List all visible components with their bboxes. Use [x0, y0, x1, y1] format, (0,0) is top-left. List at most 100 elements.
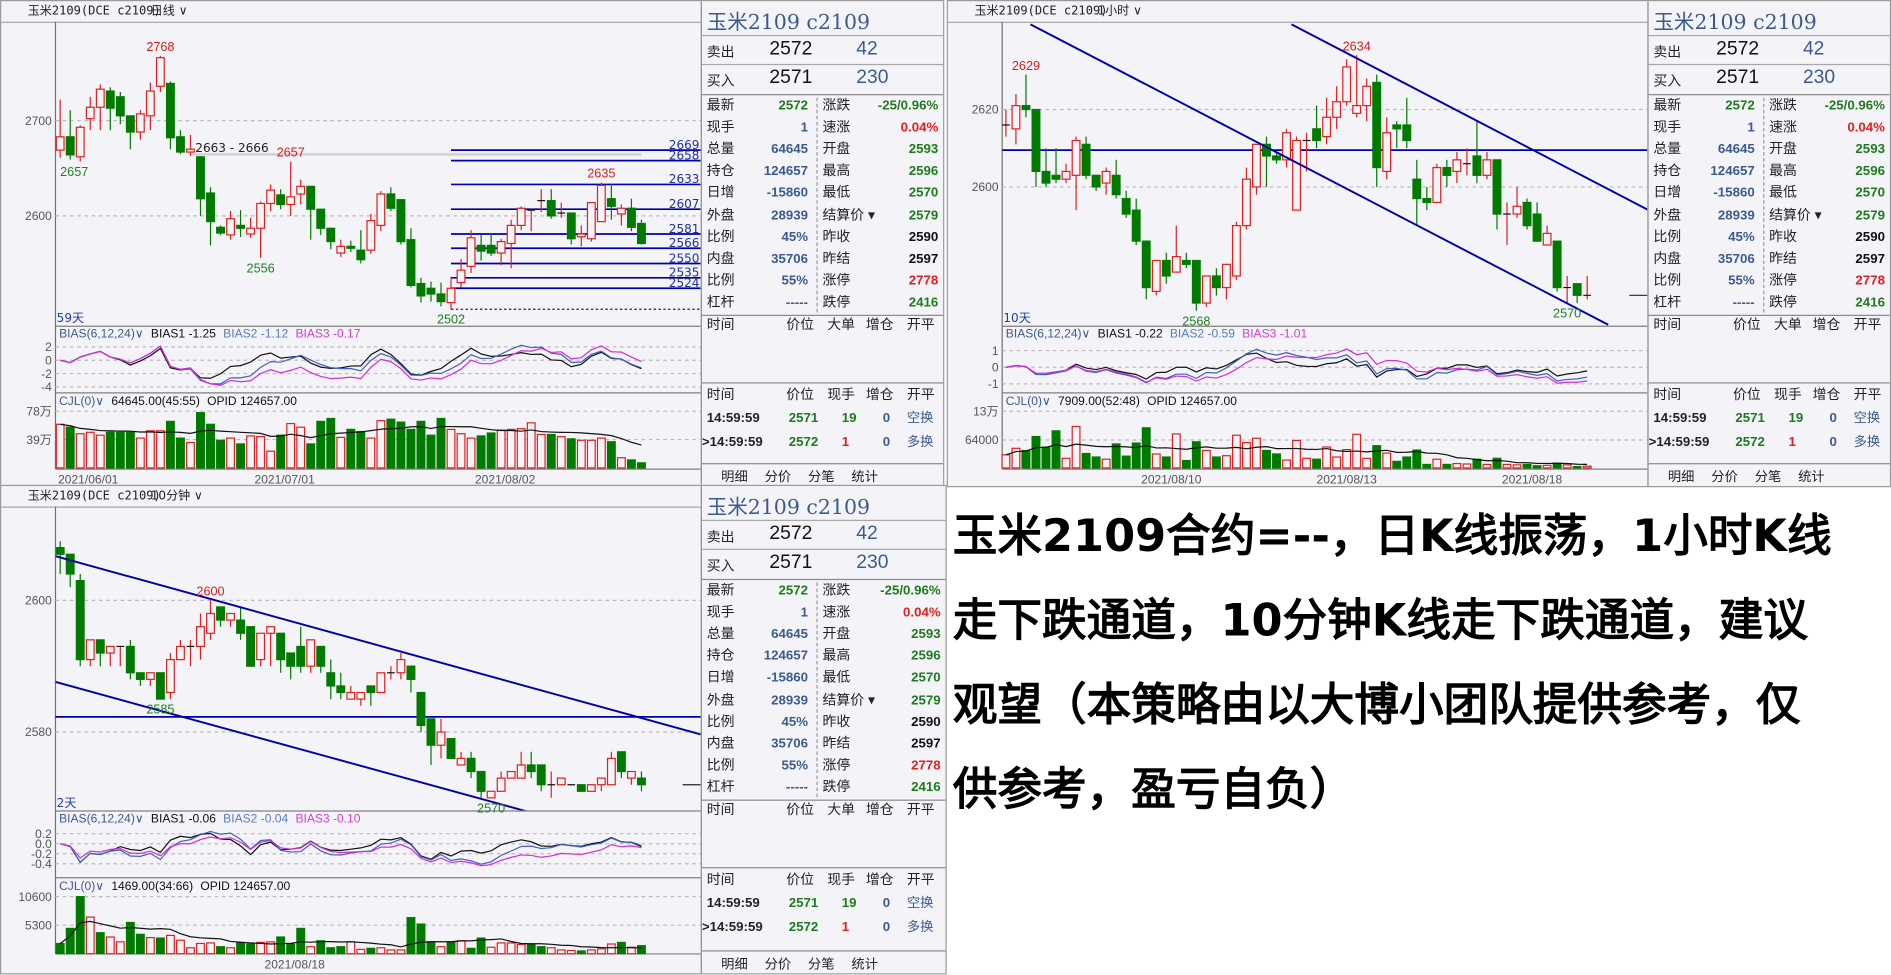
- candlestick: [406, 228, 416, 288]
- channel-trendline[interactable]: [55, 681, 531, 812]
- period-dropdown[interactable]: 日线 ∨: [150, 4, 188, 19]
- cjl-value: 7909.00(52:48): [1058, 395, 1140, 409]
- volume-bar: [516, 943, 526, 955]
- quote-stat-row[interactable]: 结算价 ▾ 2579: [1764, 204, 1885, 226]
- volume-bar: [446, 428, 456, 469]
- stat-label: 涨跌: [822, 98, 851, 114]
- tab-2[interactable]: 分笔: [1754, 470, 1782, 485]
- extreme-price-label: 2768: [146, 40, 174, 54]
- stat-label: 最低: [1769, 186, 1797, 201]
- volume-bar: [226, 947, 236, 955]
- kline-chart[interactable]: 2700 2600 20-2-4 78万 39万 2021/06/01 2021/07/01…: [1, 1, 701, 487]
- volume-bar: [1392, 460, 1402, 469]
- candlestick: [165, 81, 175, 150]
- ask-row[interactable]: 卖出 2572 42: [701, 34, 944, 65]
- bid-row[interactable]: 买入 2571 230: [701, 548, 946, 579]
- candlestick: [506, 219, 516, 269]
- volume-bar: [416, 923, 426, 955]
- quote-stat-row[interactable]: 结算价 ▾ 2579: [818, 204, 938, 226]
- tab-0[interactable]: 明细: [721, 470, 748, 485]
- candlestick: [1552, 240, 1562, 292]
- column-header: 开平: [906, 318, 935, 333]
- bias2-value: BIAS2 -0.04: [223, 812, 289, 827]
- kline-chart[interactable]: 2600 2580 0.20.0-0.2-0.4 10600 5300 2021/08/1…: [1, 486, 701, 973]
- tab-3[interactable]: 统计: [851, 957, 878, 973]
- candlestick: [1452, 152, 1462, 184]
- candlestick: [1141, 240, 1151, 300]
- candlestick: [446, 738, 456, 759]
- cjl-selector[interactable]: CJL(0)∨: [59, 880, 105, 894]
- tab-1[interactable]: 分价: [1711, 470, 1738, 485]
- candlestick: [547, 771, 556, 798]
- ask-row[interactable]: 卖出 2572 42: [1648, 34, 1890, 65]
- bias-selector[interactable]: BIAS(6,12,24)∨: [59, 328, 144, 342]
- volume-average-line: [60, 423, 642, 446]
- kline-chart[interactable]: 2620 2600 1 0 -1 13万 64000 2021/08/10 2021/08/13…: [948, 1, 1648, 487]
- quote-stat-row: 涨跌 -25/0.96%: [1764, 95, 1885, 117]
- column-header: 价位: [786, 318, 815, 333]
- ask-row[interactable]: 卖出 2572 42: [701, 519, 946, 550]
- volume-bar: [1231, 434, 1241, 469]
- quote-stat-row: 最新 2572: [702, 95, 808, 117]
- quote-stat-row: 开盘 2593: [818, 624, 940, 646]
- volume-bar: [466, 437, 476, 469]
- stat-value: 2778: [1855, 273, 1885, 288]
- stat-value: 2416: [911, 780, 941, 795]
- stat-label: 杠杆: [1653, 295, 1682, 310]
- stat-value: -----: [785, 780, 809, 795]
- stat-value: 0.04%: [1847, 120, 1885, 136]
- candlestick: [1342, 59, 1352, 106]
- channel-trendline[interactable]: [1030, 23, 1609, 326]
- stat-label: 结算价 ▾: [822, 208, 875, 223]
- column-header: 价位: [786, 803, 815, 818]
- candlestick: [1432, 163, 1442, 204]
- tab-2[interactable]: 分笔: [808, 470, 835, 485]
- stat-label: 最新: [706, 583, 735, 599]
- period-dropdown[interactable]: 10分钟 ∨: [150, 489, 203, 503]
- tab-1[interactable]: 分价: [764, 470, 792, 485]
- stat-value: 2570: [1855, 186, 1885, 201]
- quote-stat-row: 总量 64645: [702, 139, 808, 161]
- tab-0[interactable]: 明细: [721, 957, 748, 973]
- column-header: 开平: [1853, 388, 1882, 403]
- channel-trendline[interactable]: [1291, 23, 1648, 211]
- tab-0[interactable]: 明细: [1667, 470, 1695, 485]
- candlestick: [1111, 159, 1121, 199]
- candlestick: [526, 751, 536, 779]
- bid-row[interactable]: 买入 2571 230: [701, 63, 944, 94]
- volume-bar: [1542, 464, 1552, 469]
- candlestick: [65, 110, 75, 160]
- volume-bar: [1121, 455, 1131, 469]
- volume-bar: [1302, 457, 1312, 469]
- quote-stat-row[interactable]: 结算价 ▾ 2579: [818, 689, 940, 711]
- candlestick: [496, 238, 506, 266]
- trade-time: 14:59:59: [1653, 411, 1707, 426]
- quote-stats: 最新 2572 现手 1 总量 64645 持仓 124657 日增 -15860 外盘 28939 比…: [701, 578, 946, 801]
- axis-tick-label: 0.0: [35, 837, 52, 851]
- stat-label: 涨跌: [1769, 98, 1797, 114]
- channel-trendline[interactable]: [55, 555, 701, 736]
- tab-3[interactable]: 统计: [1798, 470, 1825, 485]
- cjl-selector[interactable]: CJL(0)∨: [1005, 395, 1051, 409]
- stat-value: 2778: [911, 758, 941, 773]
- stat-value: 2570: [908, 186, 939, 201]
- candlestick: [75, 125, 85, 162]
- period-dropdown[interactable]: 1小时 ∨: [1097, 4, 1142, 19]
- bid-row[interactable]: 买入 2571 230: [1648, 63, 1890, 94]
- tab-2[interactable]: 分笔: [808, 957, 835, 973]
- tab-1[interactable]: 分价: [764, 957, 792, 973]
- volume-bar: [1211, 456, 1221, 469]
- stat-label: 结算价 ▾: [1769, 208, 1822, 223]
- trade-oi: 0: [882, 896, 891, 911]
- cjl-selector[interactable]: CJL(0)∨: [59, 395, 105, 409]
- bias-selector[interactable]: BIAS(6,12,24)∨: [59, 812, 144, 827]
- volume-bar: [256, 941, 266, 955]
- axis-tick-label: -0.4: [31, 857, 52, 871]
- volume-bar: [1161, 456, 1171, 469]
- tab-3[interactable]: 统计: [851, 470, 878, 485]
- candlestick: [366, 685, 376, 706]
- stat-value: 28939: [1717, 208, 1755, 223]
- contract-title: 玉米2109 c2109: [706, 495, 871, 520]
- bias-selector[interactable]: BIAS(6,12,24)∨: [1005, 328, 1091, 342]
